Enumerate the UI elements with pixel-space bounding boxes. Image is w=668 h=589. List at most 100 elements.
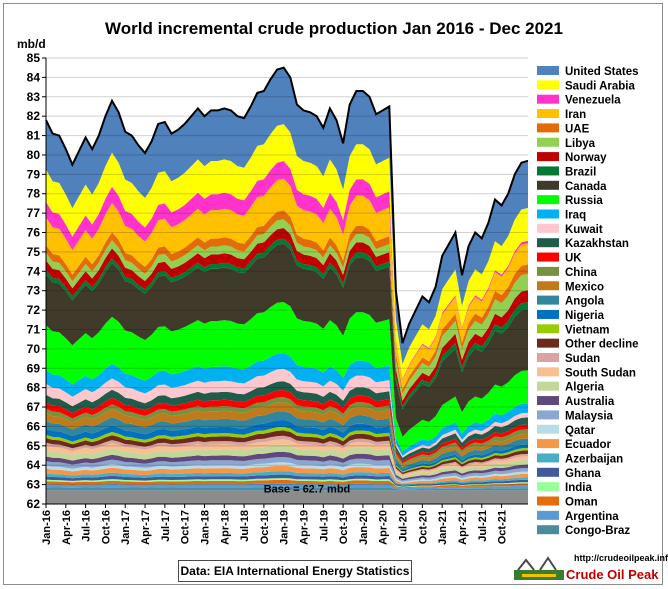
x-tick-label: Jul-21 xyxy=(477,510,489,542)
area-india xyxy=(46,478,528,488)
y-tick-label: 71 xyxy=(27,322,41,336)
legend-label: Malaysia xyxy=(565,410,614,422)
legend-label: Ghana xyxy=(565,468,601,480)
legend-label: Saudi Arabia xyxy=(565,80,635,92)
legend-label: Libya xyxy=(565,138,596,150)
x-tick-label: Jul-16 xyxy=(81,510,93,542)
legend-label: Norway xyxy=(565,152,607,164)
legend-swatch xyxy=(537,137,559,147)
legend-swatch xyxy=(537,180,559,190)
area-angola xyxy=(46,411,528,470)
data-source-label: Data: EIA International Energy Statistic… xyxy=(178,560,412,582)
area-china xyxy=(46,397,528,466)
y-tick-label: 74 xyxy=(27,264,41,278)
legend-label: Other decline xyxy=(565,339,639,351)
x-axis-ticks: Jan-16 Apr-16 Jul-16 Oct-16 Jan-17 Apr-17 Jul-… xyxy=(41,504,509,545)
legend-swatch xyxy=(537,324,559,334)
x-tick-label: Apr-19 xyxy=(299,510,311,545)
area-azerbaijan xyxy=(46,471,528,486)
legend-swatch xyxy=(537,295,559,305)
chart-title: World incremental crude production Jan 2… xyxy=(105,19,563,38)
y-tick-label: 73 xyxy=(27,284,41,298)
y-axis-unit: mb/d xyxy=(17,37,46,51)
legend-label: Ecuador xyxy=(565,439,612,451)
y-tick-label: 62 xyxy=(27,497,41,511)
area-oman xyxy=(46,479,528,489)
area-algeria xyxy=(46,444,528,479)
legend-swatch xyxy=(537,353,559,362)
y-tick-label: 63 xyxy=(27,478,41,492)
legend-label: Algeria xyxy=(565,382,605,394)
x-tick-label: Jan-17 xyxy=(120,510,132,545)
legend-swatch xyxy=(537,367,559,377)
legend-label: Canada xyxy=(565,181,607,193)
legend-swatch xyxy=(537,66,559,75)
x-tick-label: Oct-16 xyxy=(100,510,112,544)
y-tick-label: 82 xyxy=(27,109,41,123)
y-tick-label: 72 xyxy=(27,303,41,317)
area-malaysia xyxy=(46,457,528,482)
legend-label: Azerbaijan xyxy=(565,453,623,465)
legend-label: Nigeria xyxy=(565,310,605,322)
area-russia xyxy=(46,302,528,452)
legend-label: Brazil xyxy=(565,166,596,178)
site-url: http://crudeoilpeak.info xyxy=(574,553,668,563)
area-qatar xyxy=(46,462,528,484)
y-tick-label: 64 xyxy=(27,458,41,472)
legend-swatch xyxy=(537,281,559,291)
area-congo-braz xyxy=(46,486,528,491)
legend-label: Kuwait xyxy=(565,224,603,236)
legend-label: Qatar xyxy=(565,425,596,437)
legend-swatch xyxy=(537,453,559,463)
y-tick-label: 83 xyxy=(27,90,41,104)
chart-frame: World incremental crude production Jan 2… xyxy=(3,3,668,585)
x-tick-label: Jan-18 xyxy=(200,510,212,545)
total-line xyxy=(45,66,529,344)
area-argentina xyxy=(46,483,528,490)
area-series-group: Base = 62.7 mbd xyxy=(45,66,529,504)
x-tick-label: Jul-17 xyxy=(160,510,172,542)
x-tick-label: Jul-19 xyxy=(318,510,330,542)
area-mexico xyxy=(46,402,528,468)
legend-swatch xyxy=(537,166,559,176)
area-norway xyxy=(46,228,528,407)
legend-swatch xyxy=(537,123,559,133)
area-united-states xyxy=(46,67,528,365)
x-tick-label: Apr-21 xyxy=(457,510,469,545)
y-axis-ticks: 62 63 64 65 66 67 68 69 70 71 72 73 74 75 76 77 78 79 80 81… xyxy=(27,51,46,511)
legend-swatch xyxy=(537,525,559,535)
area-vietnam xyxy=(46,427,528,473)
area-ecuador xyxy=(46,465,528,485)
x-tick-label: Oct-18 xyxy=(259,510,271,544)
y-tick-label: 85 xyxy=(27,51,41,65)
legend-label: Iran xyxy=(565,109,586,121)
legend-label: Venezuela xyxy=(565,95,621,107)
y-tick-label: 75 xyxy=(27,245,41,259)
legend-swatch xyxy=(537,252,559,262)
x-tick-label: Jan-20 xyxy=(358,510,370,545)
x-tick-label: Apr-20 xyxy=(378,510,390,545)
area-nigeria xyxy=(46,420,528,472)
legend-swatch xyxy=(537,238,559,248)
area-kuwait xyxy=(46,368,528,458)
legend-label: Mexico xyxy=(565,281,604,293)
legend-swatch xyxy=(537,195,559,205)
legend-label: Australia xyxy=(565,396,615,408)
area-saudi-arabia xyxy=(46,124,528,379)
area-other-decline xyxy=(46,430,528,475)
legend-swatch xyxy=(537,209,559,219)
legend-swatch xyxy=(537,467,559,477)
legend-swatch xyxy=(537,424,559,434)
legend-swatch xyxy=(537,496,559,506)
y-tick-label: 81 xyxy=(27,129,41,143)
legend-label: Oman xyxy=(565,497,598,509)
x-tick-label: Oct-17 xyxy=(180,510,192,544)
legend-label: Angola xyxy=(565,296,605,308)
area-kazakhstan xyxy=(46,381,528,461)
legend-swatch xyxy=(537,510,559,520)
legend-label: UK xyxy=(565,253,582,265)
x-tick-label: Jul-20 xyxy=(398,510,410,542)
x-tick-label: Jan-16 xyxy=(41,510,53,545)
area-uk xyxy=(46,390,528,464)
x-tick-label: Jan-19 xyxy=(279,510,291,545)
